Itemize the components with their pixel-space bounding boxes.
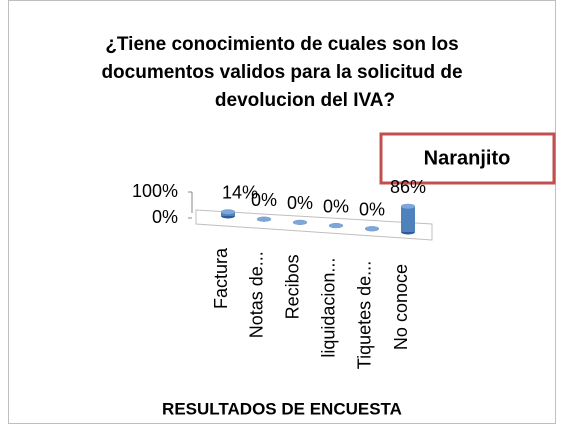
x-tick-label: liquidacion...: [319, 258, 339, 358]
y-tick-label: 100%: [132, 181, 178, 201]
bar-top: [293, 219, 307, 225]
data-label: 86%: [390, 177, 426, 197]
data-label: 0%: [287, 193, 313, 213]
chart-title: ¿Tiene conocimiento de cuales son los doc…: [101, 34, 462, 111]
x-tick-label: Factura: [211, 247, 231, 309]
bar-top: [329, 223, 343, 229]
legend-box: [379, 132, 556, 185]
x-tick-label: Tiquetes de...: [355, 261, 375, 369]
chart-border: [8, 0, 556, 424]
data-label: 14%: [222, 183, 258, 203]
bar-top: [401, 203, 415, 209]
bar: [401, 206, 415, 232]
bar-top: [221, 209, 235, 215]
x-axis-title: RESULTADOS DE ENCUESTA: [162, 399, 402, 418]
legend-label: Naranjito: [424, 147, 511, 169]
bar-top: [365, 226, 379, 232]
x-tick-label: No conoce: [391, 264, 411, 350]
x-tick-label: Recibos: [283, 254, 303, 319]
x-tick-label: Notas de...: [247, 251, 267, 338]
data-label: 0%: [359, 200, 385, 220]
y-tick-label: 0%: [152, 207, 178, 227]
bar-top: [257, 216, 271, 222]
floor: [195, 209, 433, 241]
data-label: 0%: [251, 190, 277, 210]
data-label: 0%: [323, 196, 349, 216]
